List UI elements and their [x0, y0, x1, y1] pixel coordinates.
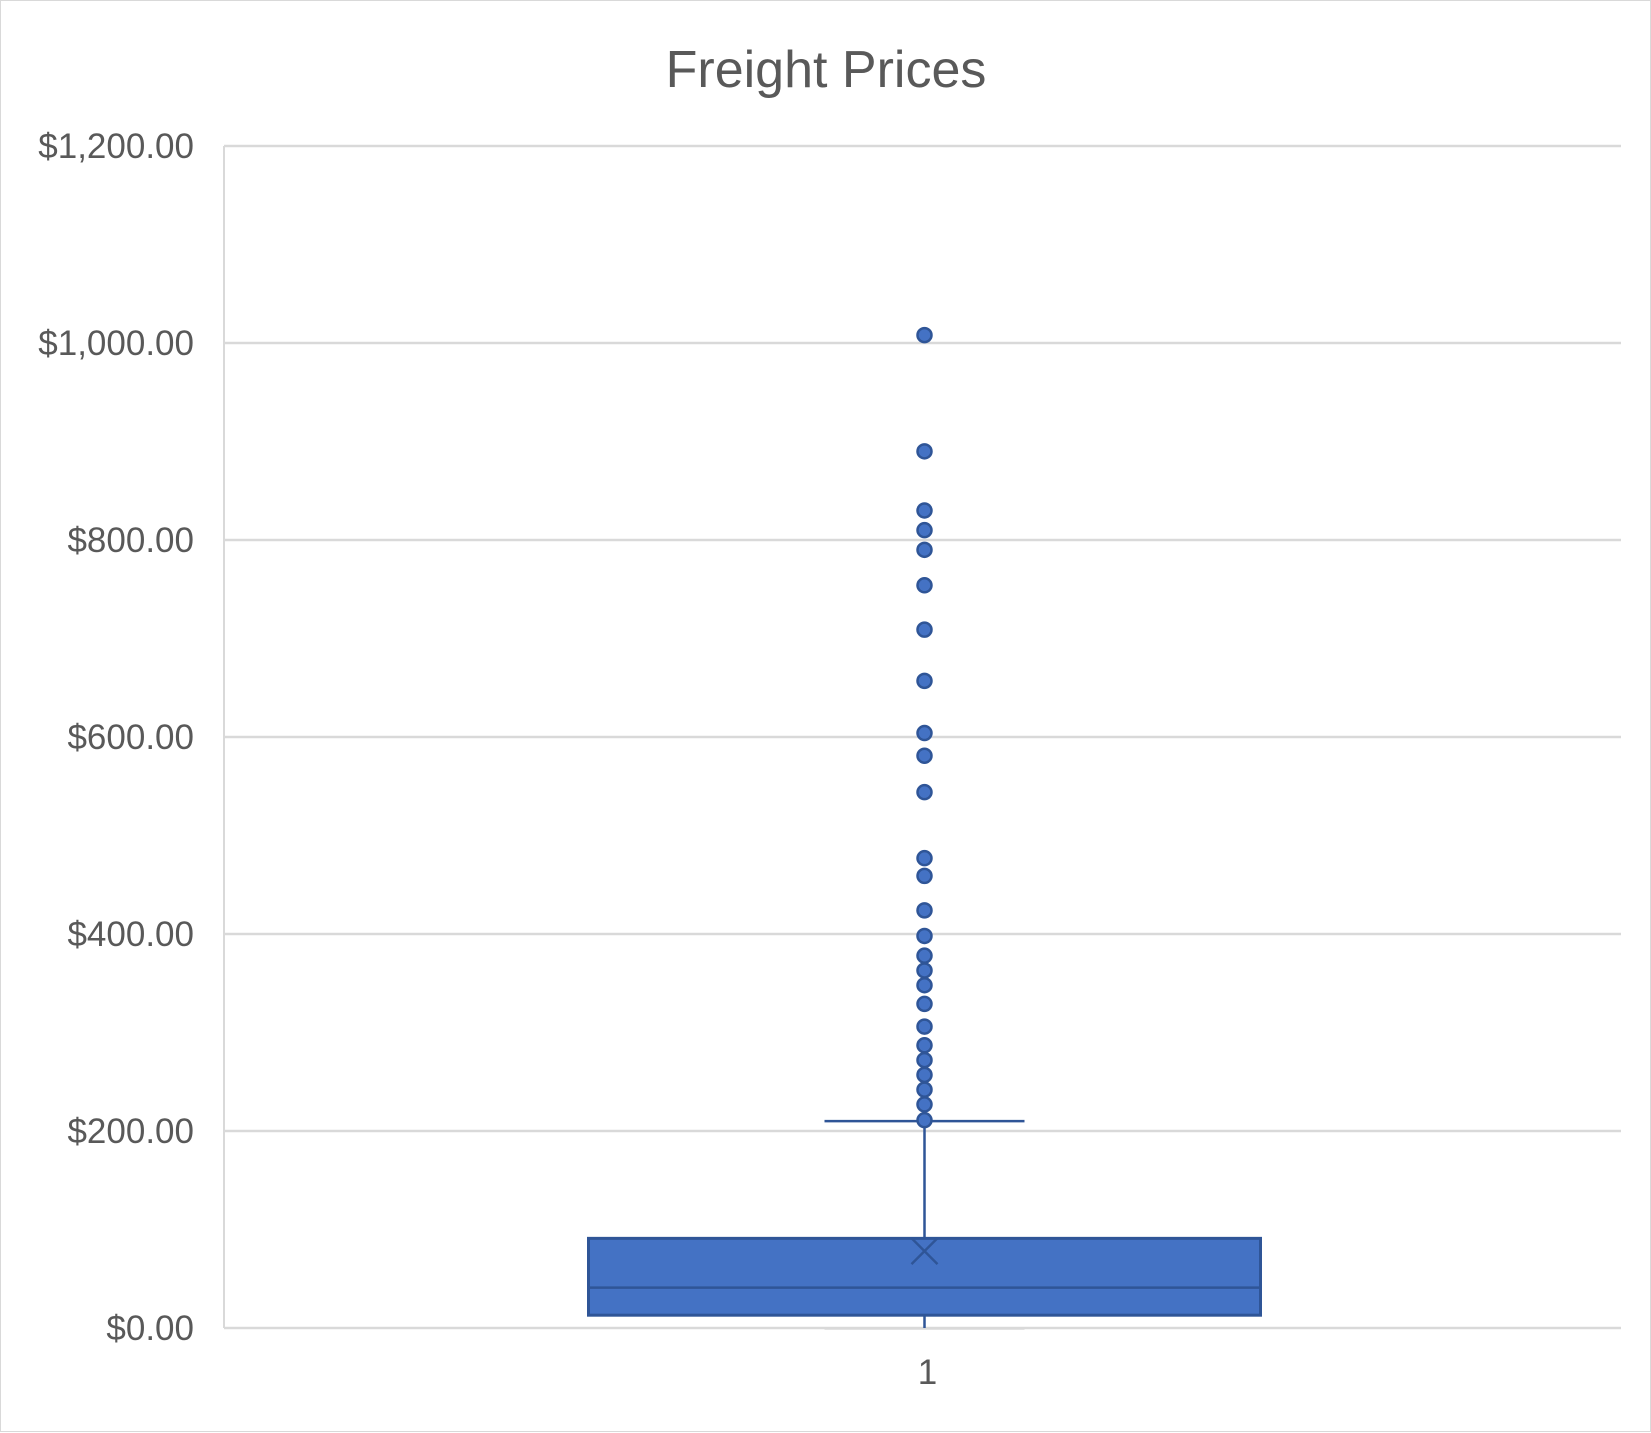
x-tick-label: 1 — [918, 1353, 937, 1392]
y-tick-label: $1,200.00 — [38, 127, 194, 166]
outlier-point — [916, 976, 933, 994]
y-tick-label: $1,000.00 — [38, 324, 194, 363]
outlier-point — [916, 621, 933, 638]
outlier-point — [916, 672, 933, 690]
outlier-point — [916, 1081, 933, 1098]
outlier-point — [916, 747, 933, 764]
outlier-point — [916, 1096, 933, 1113]
outlier-point — [916, 947, 933, 964]
y-tick-label: $800.00 — [67, 521, 194, 560]
outlier-point — [916, 443, 933, 460]
outlier-point — [916, 867, 933, 885]
outlier-point — [916, 1051, 933, 1069]
outlier-point — [916, 541, 933, 559]
outlier-point — [916, 1111, 933, 1129]
chart-title: Freight Prices — [666, 41, 987, 99]
y-tick-labels: $0.00 $200.00 $400.00 $600.00 $800.00 $1,000.… — [38, 127, 194, 1348]
y-tick-label: $400.00 — [67, 915, 194, 954]
outlier-point — [916, 783, 933, 801]
outlier-point — [916, 577, 933, 594]
outlier-point — [916, 326, 933, 344]
outlier-point — [916, 902, 933, 919]
y-tick-label: $600.00 — [67, 718, 194, 757]
outlier-point — [916, 1066, 933, 1084]
x-tick-labels: 1 — [918, 1353, 937, 1392]
y-tick-label: $0.00 — [106, 1309, 194, 1348]
box-series — [587, 1119, 1262, 1330]
outlier-point — [916, 927, 933, 945]
outlier-points — [916, 326, 933, 1129]
outlier-point — [916, 521, 933, 539]
outlier-point — [916, 1037, 933, 1054]
outlier-point — [916, 502, 933, 519]
outlier-point — [916, 995, 933, 1013]
outlier-point — [916, 724, 933, 742]
outlier-point — [916, 849, 933, 867]
outlier-point — [916, 962, 933, 979]
mean-marker — [910, 1237, 939, 1266]
y-tick-label: $200.00 — [67, 1112, 194, 1151]
outlier-point — [916, 1018, 933, 1035]
